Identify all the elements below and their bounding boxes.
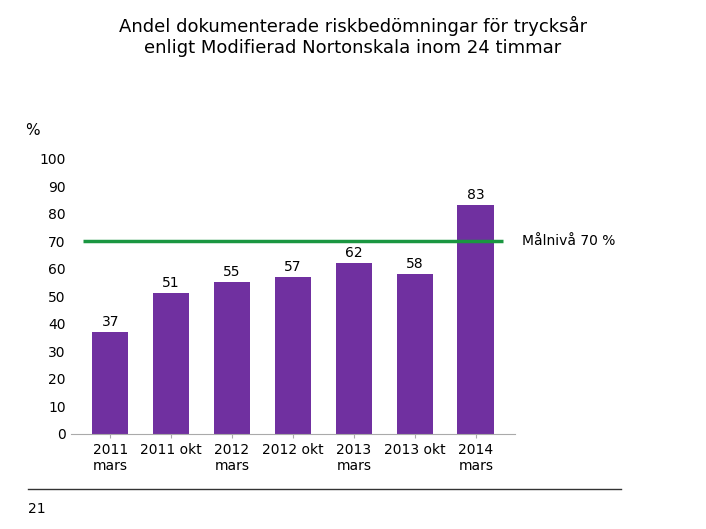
Text: 51: 51 [162, 276, 180, 290]
Text: 55: 55 [223, 265, 241, 279]
Text: 37: 37 [102, 315, 119, 329]
Bar [275, 277, 311, 434]
Bar [457, 205, 494, 434]
Text: Andel dokumenterade riskbedömningar för trycksår
enligt Modifierad Nortonskala i: Andel dokumenterade riskbedömningar för … [119, 16, 587, 57]
Text: Målnivå 70 %: Målnivå 70 % [522, 234, 616, 248]
Bar [214, 282, 251, 434]
Text: 83: 83 [467, 188, 484, 202]
Text: 62: 62 [345, 246, 363, 260]
Bar [92, 332, 128, 434]
Text: 58: 58 [406, 257, 424, 271]
Text: %: % [25, 123, 40, 138]
Bar [397, 274, 433, 434]
Bar [335, 263, 372, 434]
Text: 21: 21 [28, 502, 46, 516]
Bar [153, 294, 189, 434]
Text: 57: 57 [285, 260, 301, 273]
